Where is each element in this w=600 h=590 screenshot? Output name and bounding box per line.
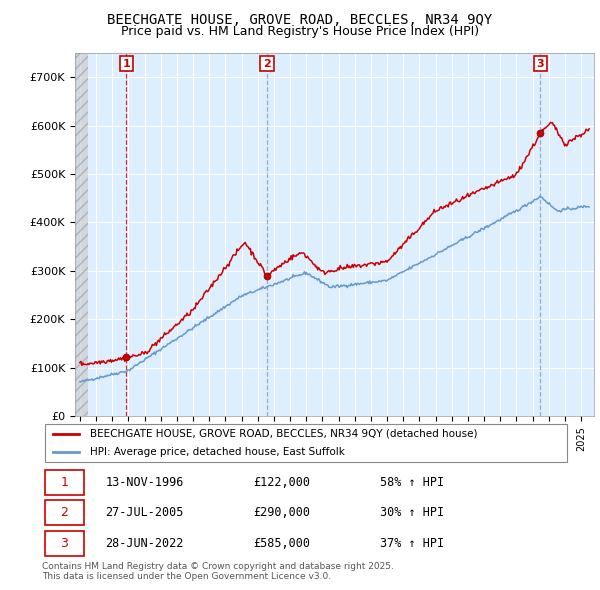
FancyBboxPatch shape	[44, 530, 84, 556]
Text: 13-NOV-1996: 13-NOV-1996	[106, 476, 184, 489]
Text: 30% ↑ HPI: 30% ↑ HPI	[380, 506, 444, 519]
FancyBboxPatch shape	[44, 470, 84, 495]
Text: 58% ↑ HPI: 58% ↑ HPI	[380, 476, 444, 489]
Text: 28-JUN-2022: 28-JUN-2022	[106, 537, 184, 550]
Text: Price paid vs. HM Land Registry's House Price Index (HPI): Price paid vs. HM Land Registry's House …	[121, 25, 479, 38]
Text: 3: 3	[536, 58, 544, 68]
Text: £122,000: £122,000	[253, 476, 310, 489]
Text: BEECHGATE HOUSE, GROVE ROAD, BECCLES, NR34 9QY: BEECHGATE HOUSE, GROVE ROAD, BECCLES, NR…	[107, 13, 493, 27]
Text: 3: 3	[60, 537, 68, 550]
FancyBboxPatch shape	[44, 500, 84, 525]
Text: 2: 2	[60, 506, 68, 519]
Text: £290,000: £290,000	[253, 506, 310, 519]
Text: BEECHGATE HOUSE, GROVE ROAD, BECCLES, NR34 9QY (detached house): BEECHGATE HOUSE, GROVE ROAD, BECCLES, NR…	[89, 429, 477, 439]
Text: 27-JUL-2005: 27-JUL-2005	[106, 506, 184, 519]
Text: HPI: Average price, detached house, East Suffolk: HPI: Average price, detached house, East…	[89, 447, 344, 457]
Text: Contains HM Land Registry data © Crown copyright and database right 2025.
This d: Contains HM Land Registry data © Crown c…	[42, 562, 394, 581]
Text: 1: 1	[60, 476, 68, 489]
Text: 37% ↑ HPI: 37% ↑ HPI	[380, 537, 444, 550]
Text: £585,000: £585,000	[253, 537, 310, 550]
Text: 1: 1	[122, 58, 130, 68]
Bar	[75, 53, 88, 416]
Text: 2: 2	[263, 58, 271, 68]
FancyBboxPatch shape	[44, 424, 568, 462]
